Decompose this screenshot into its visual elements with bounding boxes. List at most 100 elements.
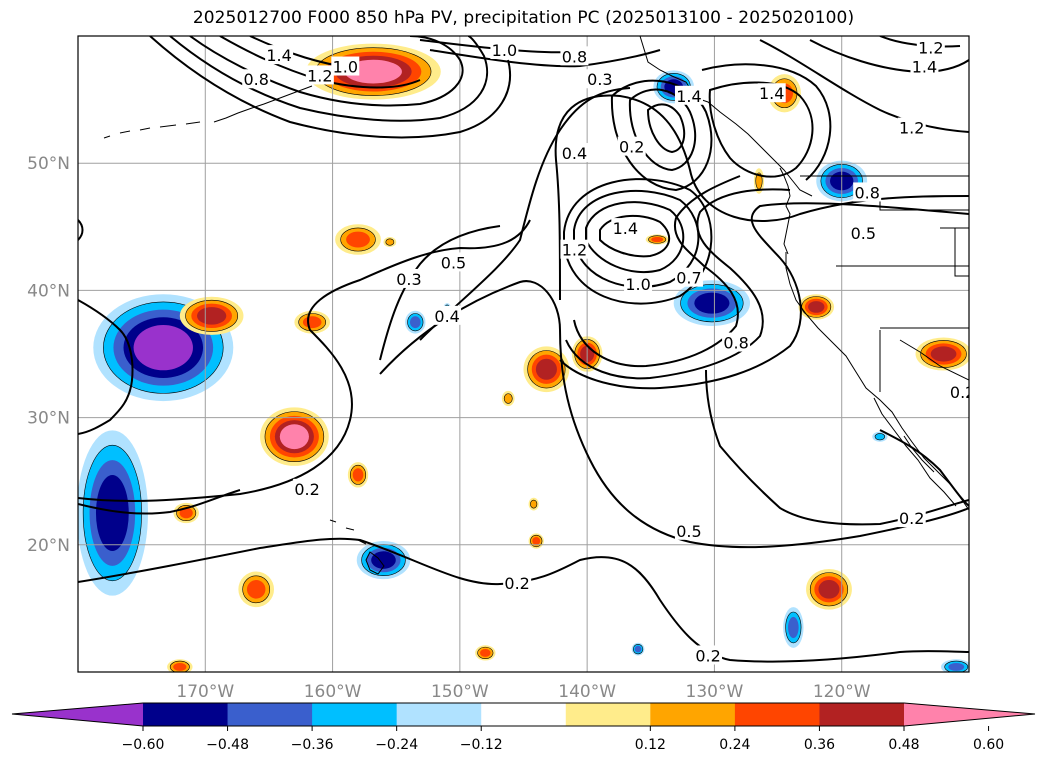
precip-fill-level <box>410 316 421 329</box>
lon-tick-label: 170°W <box>176 682 234 702</box>
contour-label-bg <box>394 268 423 288</box>
contour-label: 0.5 <box>441 253 466 272</box>
colorbar-tick-label: −0.48 <box>206 737 249 753</box>
contour-label-bg <box>585 69 614 89</box>
precip-region-22 <box>783 607 804 648</box>
contour-label: 1.0 <box>625 275 650 294</box>
contour-label: 0.4 <box>562 144 587 163</box>
precip-region-29 <box>383 236 397 248</box>
canada-usa-border <box>800 175 969 392</box>
contour-label-bg <box>674 520 703 540</box>
contour-label: 1.4 <box>266 46 291 65</box>
contour-label-bg <box>674 85 703 105</box>
colorbar-tick-label: 0.12 <box>635 737 666 753</box>
lon-tick-label: 140°W <box>558 682 616 702</box>
contour-label: 0.2 <box>619 138 644 157</box>
contour-1-0-loop <box>573 189 700 288</box>
contour-label-bg <box>617 136 646 156</box>
colorbar-segment <box>481 703 567 726</box>
contour-label-bg <box>560 46 589 66</box>
precip-fill-level <box>535 358 557 380</box>
precip-region-8 <box>294 310 331 334</box>
contour-label-bg <box>757 83 786 103</box>
contour-label: 0.2 <box>504 574 529 593</box>
precip-fill-level <box>173 662 187 671</box>
coastlines <box>103 36 969 575</box>
precip-region-7 <box>179 296 244 335</box>
colorbar-tick-label: 0.36 <box>804 737 835 753</box>
precip-region-27 <box>941 659 969 672</box>
precip-region-13 <box>238 571 275 608</box>
precip-fill-level <box>808 301 825 313</box>
colorbar-tick-label: 0.60 <box>973 737 1004 753</box>
contour-0-5-south <box>379 280 969 549</box>
colorbar: −0.60 −0.48 −0.36 −0.24 −0.12 0.12 0.24 0.36 0.4… <box>11 702 1036 753</box>
contour-label-bg <box>910 56 939 76</box>
map-frame <box>77 35 970 673</box>
contour-label: 1.2 <box>562 241 587 260</box>
colorbar-tick-label: −0.36 <box>291 737 334 753</box>
contour-label: 0.3 <box>587 70 612 89</box>
contour-label-bg <box>242 69 271 89</box>
precip-fill-level <box>480 648 491 657</box>
alaska-coastline <box>639 36 813 197</box>
lat-tick-label: 30°N <box>27 409 70 429</box>
precip-region-18 <box>673 280 751 327</box>
contour-label: 1.0 <box>492 41 517 60</box>
contour-label: 0.8 <box>562 47 587 66</box>
lat-tick-label: 20°N <box>27 536 70 556</box>
precip-region-26 <box>167 659 193 672</box>
contour-0-8-north <box>429 49 661 68</box>
contour-label: 0.8 <box>854 183 879 202</box>
colorbar-tick-labels: −0.60 −0.48 −0.36 −0.24 −0.12 0.12 0.24 0.36 0.4… <box>122 726 1004 753</box>
contour-label-bg <box>433 305 462 325</box>
latitude-tick-labels: 50°N 40°N 30°N 20°N <box>27 154 70 556</box>
contour-label-bg <box>853 182 882 202</box>
contour-west-dateline <box>78 219 134 435</box>
contour-label-bg <box>331 56 360 76</box>
contour-1-2-loop <box>585 201 685 274</box>
contour-label: 1.4 <box>912 58 937 77</box>
lon-tick-label: 160°W <box>304 682 362 702</box>
contour-bering-2 <box>169 36 489 122</box>
contour-label-bg <box>897 508 926 528</box>
contour-label: 1.2 <box>307 66 332 85</box>
lon-tick-label: 130°W <box>686 682 744 702</box>
contour-label: 1.0 <box>333 58 358 77</box>
contour-1-4-loop <box>599 214 671 258</box>
colorbar-tick-label: 0.24 <box>719 737 750 753</box>
contour-label-bg <box>503 572 532 592</box>
contour-0-4-low <box>610 79 713 192</box>
precip-fill-level <box>385 238 395 246</box>
hawaii-islands <box>329 519 385 575</box>
pv-contours <box>78 36 969 663</box>
aleutian-islands <box>103 85 313 139</box>
contour-label-bg <box>490 39 519 59</box>
contour-label-bg <box>265 45 294 65</box>
contour-label: 0.4 <box>434 307 459 326</box>
contour-label-bg <box>624 274 653 294</box>
precip-region-16 <box>523 346 570 393</box>
colorbar-segment <box>143 703 229 726</box>
contour-label-bg <box>305 65 334 85</box>
contour-label: 0.7 <box>676 269 701 288</box>
precip-fill-level <box>651 236 664 243</box>
contour-0-2-south <box>78 537 969 663</box>
precip-region-10 <box>260 407 329 466</box>
colorbar-segment <box>227 703 313 726</box>
precip-fill-level <box>874 433 886 441</box>
precip-region-28 <box>645 234 669 245</box>
map-panel: 1.41.2 1.00.81.0 0.80.30.20.41.4 1.41.21.41… <box>77 35 970 673</box>
precip-fill-level <box>302 316 322 329</box>
precip-region-20 <box>915 337 969 371</box>
contour-label-bg <box>916 37 945 57</box>
contour-label-bg <box>611 218 640 238</box>
precip-region-14 <box>356 540 411 580</box>
precip-fill-level <box>788 616 799 639</box>
precip-fill-level <box>948 662 965 671</box>
precip-fill-level <box>694 292 730 314</box>
precip-region-30 <box>872 431 888 442</box>
contour-label: 1.4 <box>759 84 784 103</box>
contour-label-bg <box>674 267 703 287</box>
colorbar-tick-label: −0.60 <box>122 737 165 753</box>
